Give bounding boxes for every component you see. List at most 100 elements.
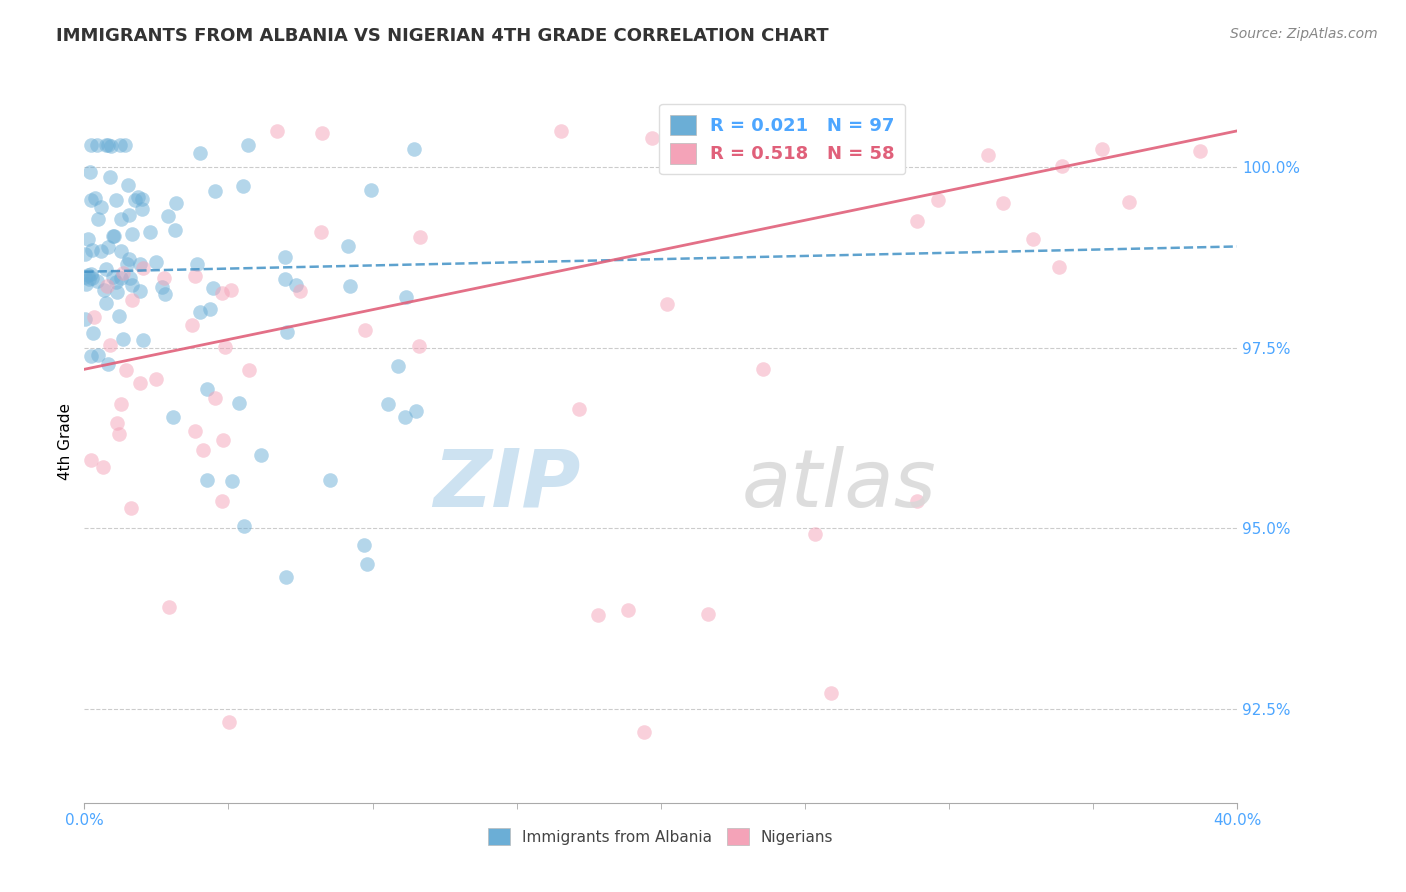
Point — [336, 239, 359, 253]
Point — [165, 195, 187, 210]
Point — [73, 246, 96, 260]
Point — [124, 193, 146, 207]
Point — [617, 603, 640, 617]
Point — [104, 276, 127, 290]
Point — [110, 244, 132, 259]
Point — [311, 226, 333, 240]
Point — [211, 494, 233, 508]
Point — [276, 325, 298, 339]
Point — [198, 301, 221, 316]
Point — [97, 357, 120, 371]
Point — [228, 396, 250, 410]
Point — [193, 442, 215, 457]
Point — [76, 268, 98, 283]
Point — [108, 310, 131, 324]
Point — [394, 410, 416, 425]
Point — [83, 310, 105, 324]
Point — [353, 538, 375, 552]
Point — [86, 138, 108, 153]
Point — [103, 270, 125, 285]
Point — [132, 261, 155, 276]
Point — [318, 473, 340, 487]
Point — [114, 138, 136, 153]
Point — [820, 686, 842, 700]
Point — [80, 453, 103, 467]
Point — [155, 286, 177, 301]
Point — [112, 332, 135, 346]
Point — [221, 475, 243, 489]
Point — [311, 126, 333, 140]
Point — [165, 223, 187, 237]
Point — [697, 607, 720, 622]
Point — [655, 297, 678, 311]
Point — [905, 493, 928, 508]
Point — [905, 214, 928, 228]
Point — [1091, 142, 1114, 156]
Point — [82, 244, 104, 258]
Point — [150, 280, 173, 294]
Point — [112, 266, 135, 280]
Point — [80, 138, 103, 153]
Point — [1118, 194, 1140, 209]
Point — [96, 279, 118, 293]
Point — [75, 277, 97, 291]
Point — [250, 448, 273, 462]
Point — [75, 269, 97, 284]
Point — [110, 270, 132, 285]
Point — [129, 257, 152, 271]
Point — [108, 138, 131, 153]
Point — [162, 410, 184, 425]
Point — [927, 193, 949, 207]
Y-axis label: 4th Grade: 4th Grade — [58, 403, 73, 480]
Point — [86, 274, 108, 288]
Point — [128, 376, 150, 391]
Point — [80, 194, 103, 208]
Point — [98, 338, 121, 352]
Point — [181, 318, 204, 333]
Point — [80, 267, 103, 281]
Point — [377, 397, 399, 411]
Point — [214, 339, 236, 353]
Point — [404, 142, 426, 156]
Point — [97, 138, 120, 153]
Point — [387, 359, 409, 374]
Point — [121, 277, 143, 292]
Point — [232, 519, 254, 533]
Point — [77, 232, 100, 246]
Point — [80, 271, 103, 285]
Point — [96, 295, 118, 310]
Point — [115, 363, 138, 377]
Point — [118, 271, 141, 285]
Point — [184, 425, 207, 439]
Point — [96, 261, 118, 276]
Point — [188, 305, 211, 319]
Point — [83, 191, 105, 205]
Point — [188, 145, 211, 160]
Point — [977, 148, 1000, 162]
Point — [157, 599, 180, 614]
Point — [153, 271, 176, 285]
Point — [110, 397, 132, 411]
Point — [1050, 159, 1073, 173]
Point — [803, 526, 825, 541]
Point — [212, 433, 235, 447]
Point — [195, 383, 218, 397]
Point — [633, 725, 655, 739]
Point — [236, 138, 259, 153]
Point — [90, 200, 112, 214]
Point — [752, 362, 775, 376]
Point — [274, 570, 297, 584]
Point — [195, 474, 218, 488]
Point — [586, 607, 609, 622]
Point — [80, 349, 103, 363]
Point — [221, 283, 243, 297]
Point — [79, 165, 101, 179]
Point — [94, 138, 117, 153]
Point — [204, 184, 226, 198]
Point — [993, 196, 1015, 211]
Point — [145, 255, 167, 269]
Point — [121, 227, 143, 241]
Point — [201, 281, 224, 295]
Point — [157, 209, 180, 223]
Point — [118, 208, 141, 222]
